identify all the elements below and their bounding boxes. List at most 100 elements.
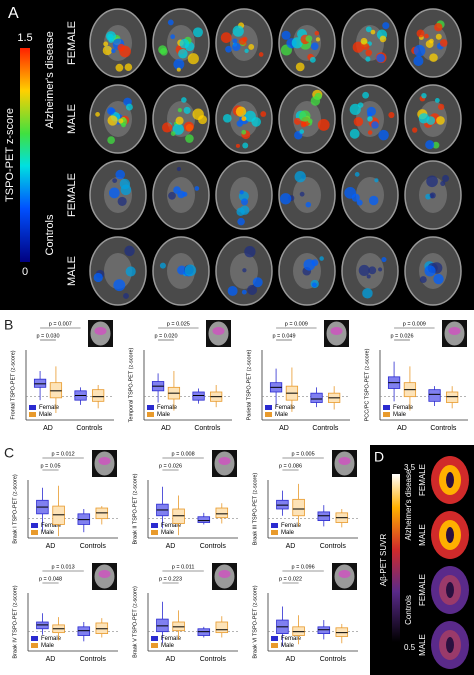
activation-blob — [177, 108, 183, 113]
group-label: Controls — [404, 595, 413, 625]
activation-blob — [247, 284, 258, 295]
activation-blob — [314, 30, 320, 36]
activation-blob — [429, 192, 436, 199]
y-axis-label: Braak VI TSPO-PET (z-score) — [252, 585, 258, 658]
activation-blob — [382, 22, 390, 30]
activation-blob — [424, 33, 429, 39]
x-tick-label: Controls — [200, 543, 227, 550]
activation-blob — [381, 257, 387, 263]
p-value: p = 0.086 — [279, 463, 302, 469]
legend-swatch — [383, 405, 390, 410]
activation-blob — [172, 123, 184, 135]
brain-core — [293, 177, 321, 213]
activation-blob — [299, 110, 311, 122]
activation-blob — [258, 52, 264, 57]
legend-label: Male — [157, 412, 171, 418]
activation-blob — [187, 53, 199, 65]
y-axis-label: Braak V TSPO-PET (z-score) — [132, 586, 138, 658]
p-value: p = 0.013 — [52, 564, 75, 570]
legend-swatch — [271, 643, 278, 648]
activation-blob — [413, 44, 426, 57]
box — [197, 516, 211, 523]
box — [192, 391, 205, 401]
group-label: Alzheimer's disease — [404, 469, 413, 540]
activation-blob — [367, 112, 373, 118]
legend-swatch — [271, 636, 278, 641]
legend-swatch — [31, 636, 38, 641]
activation-blob — [434, 98, 440, 103]
y-axis-label: Parietal TSPO-PET (z-score) — [246, 349, 252, 420]
inset-region — [330, 327, 343, 335]
activation-blob — [244, 48, 249, 53]
activation-blob — [436, 116, 445, 125]
legend-label: Female — [281, 523, 302, 529]
activation-blob — [442, 174, 450, 182]
x-tick-label: AD — [286, 543, 296, 550]
activation-blob — [378, 129, 389, 141]
activation-blob — [107, 115, 118, 126]
x-tick-label: AD — [46, 656, 56, 663]
legend-swatch — [271, 523, 278, 528]
legend-swatch — [31, 523, 38, 528]
activation-blob — [124, 63, 133, 71]
activation-blob — [176, 166, 182, 172]
legend-label: Male — [281, 643, 295, 649]
activation-blob — [362, 91, 370, 99]
activation-blob — [232, 42, 241, 52]
y-axis-label: Temporal TSPO-PET (z-score) — [128, 348, 134, 423]
activation-blob — [281, 30, 291, 40]
p-value: p = 0.026 — [390, 333, 413, 339]
x-tick-label: AD — [161, 425, 171, 432]
legend-swatch — [29, 405, 36, 410]
activation-blob — [418, 113, 430, 124]
legend-label: Female — [41, 636, 62, 642]
legend-swatch — [147, 405, 154, 410]
p-value: p = 0.049 — [272, 333, 295, 339]
box — [33, 378, 47, 388]
y-axis-label: Braak III TSPO-PET (z-score) — [252, 473, 258, 546]
activation-blob — [232, 25, 244, 37]
inset-region — [212, 327, 225, 335]
amyloid-center — [446, 637, 454, 653]
activation-blob — [425, 193, 432, 200]
row-label: FEMALE — [66, 21, 78, 65]
legend-label: Male — [393, 412, 407, 418]
inset-region — [218, 570, 231, 578]
activation-blob — [388, 111, 395, 119]
p-value: p = 0.009 — [403, 321, 426, 327]
inset-region — [338, 457, 351, 465]
p-value: p = 0.223 — [159, 576, 182, 582]
x-tick-label: AD — [397, 425, 407, 432]
inset-region — [94, 327, 107, 335]
x-tick-label: Controls — [76, 425, 103, 432]
activation-blob — [236, 120, 244, 127]
p-value: p = 0.020 — [154, 333, 177, 339]
legend-label: Female — [281, 636, 302, 642]
activation-blob — [167, 19, 174, 26]
scale-max: 1.5 — [17, 32, 32, 44]
x-tick-label: AD — [166, 656, 176, 663]
activation-blob — [107, 136, 115, 144]
box — [310, 392, 323, 403]
activation-blob — [374, 178, 379, 183]
activation-blob — [123, 293, 129, 299]
activation-blob — [111, 48, 116, 54]
y-axis-label: Braak IV TSPO-PET (z-score) — [12, 585, 18, 658]
activation-blob — [239, 190, 244, 195]
activation-blob — [421, 92, 427, 99]
legend-label: Female — [41, 523, 62, 529]
activation-blob — [237, 217, 245, 226]
activation-blob — [241, 198, 249, 206]
inset-region — [448, 327, 461, 335]
activation-blob — [177, 265, 187, 275]
activation-blob — [365, 56, 371, 62]
activation-blob — [112, 178, 118, 183]
x-tick-label: Controls — [194, 425, 221, 432]
y-axis-label: Frontal TSPO-PET (z-score) — [10, 350, 16, 419]
activation-blob — [362, 288, 373, 299]
activation-blob — [170, 34, 176, 40]
scale-title: Aβ-PET SUVR — [379, 534, 388, 587]
activation-blob — [118, 118, 124, 124]
activation-blob — [356, 199, 363, 206]
x-tick-label: Controls — [430, 425, 457, 432]
